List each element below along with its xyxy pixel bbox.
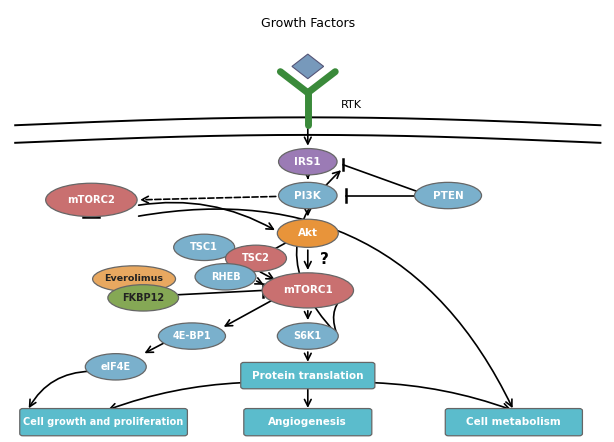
Text: S6K1: S6K1 xyxy=(293,331,322,341)
Text: IRS1: IRS1 xyxy=(295,157,321,167)
Text: TSC2: TSC2 xyxy=(242,253,270,263)
Ellipse shape xyxy=(279,183,337,209)
Text: FKBP12: FKBP12 xyxy=(122,293,165,303)
Ellipse shape xyxy=(225,245,287,271)
Text: PTEN: PTEN xyxy=(433,191,464,201)
Ellipse shape xyxy=(414,183,481,209)
Text: TSC1: TSC1 xyxy=(190,242,218,252)
Ellipse shape xyxy=(278,323,338,349)
Text: mTORC2: mTORC2 xyxy=(68,195,115,205)
Ellipse shape xyxy=(262,273,354,308)
Text: RHEB: RHEB xyxy=(211,272,240,282)
Text: Akt: Akt xyxy=(298,229,318,238)
Ellipse shape xyxy=(279,149,337,175)
Ellipse shape xyxy=(45,183,137,217)
Ellipse shape xyxy=(93,266,176,292)
Text: Everolimus: Everolimus xyxy=(104,274,163,283)
Text: Growth Factors: Growth Factors xyxy=(261,17,355,30)
Ellipse shape xyxy=(174,234,235,260)
Ellipse shape xyxy=(195,263,256,290)
FancyBboxPatch shape xyxy=(445,408,583,436)
Text: Cell metabolism: Cell metabolism xyxy=(467,417,561,427)
Text: 4E-BP1: 4E-BP1 xyxy=(173,331,211,341)
Text: Cell growth and proliferation: Cell growth and proliferation xyxy=(23,417,184,427)
Text: eIF4E: eIF4E xyxy=(101,362,131,372)
Text: PI3K: PI3K xyxy=(295,191,321,201)
Text: Protein translation: Protein translation xyxy=(252,370,363,381)
Text: ?: ? xyxy=(320,251,328,267)
Polygon shape xyxy=(292,54,324,79)
Ellipse shape xyxy=(278,219,338,248)
Ellipse shape xyxy=(85,354,146,380)
FancyBboxPatch shape xyxy=(20,408,187,436)
Ellipse shape xyxy=(108,285,179,311)
FancyBboxPatch shape xyxy=(244,408,372,436)
Ellipse shape xyxy=(158,323,225,349)
FancyBboxPatch shape xyxy=(241,362,375,389)
Text: mTORC1: mTORC1 xyxy=(283,286,333,295)
Text: RTK: RTK xyxy=(341,99,362,110)
Text: Angiogenesis: Angiogenesis xyxy=(268,417,347,427)
